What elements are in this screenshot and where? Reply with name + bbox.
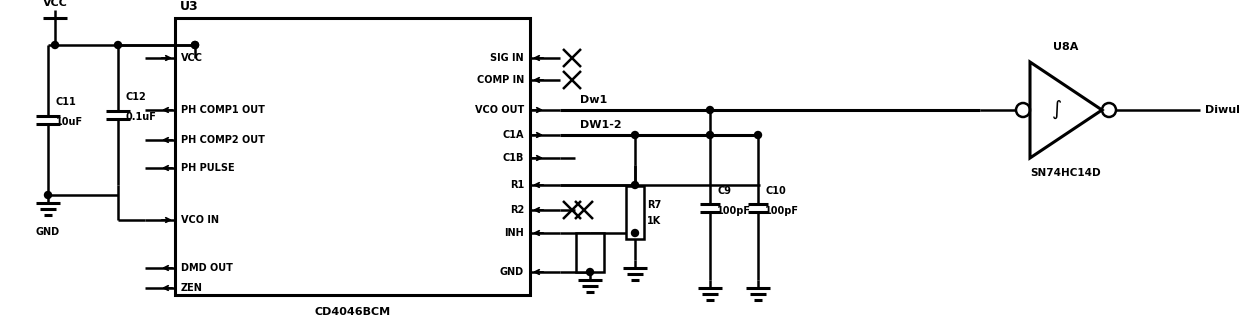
- Text: SN74HC14D: SN74HC14D: [1031, 168, 1101, 178]
- Text: VCC: VCC: [181, 53, 203, 63]
- Bar: [626, 186, 644, 239]
- Text: 100pF: 100pF: [764, 206, 799, 216]
- Text: GND: GND: [499, 267, 524, 277]
- Text: INH: INH: [504, 228, 524, 238]
- Text: $\int$: $\int$: [1051, 99, 1062, 121]
- Circle shape: [755, 132, 762, 139]
- Circle shape: [45, 191, 52, 198]
- Text: C1A: C1A: [503, 130, 524, 140]
- Text: C1B: C1B: [503, 153, 524, 163]
- Text: ZEN: ZEN: [181, 283, 203, 293]
- Circle shape: [52, 42, 58, 49]
- Text: C9: C9: [717, 186, 731, 196]
- Text: PH PULSE: PH PULSE: [181, 163, 234, 173]
- Text: DW1-2: DW1-2: [580, 120, 622, 130]
- Text: 1K: 1K: [647, 215, 662, 225]
- Text: R2: R2: [509, 205, 524, 215]
- Circle shape: [632, 132, 638, 139]
- Text: VCO OUT: VCO OUT: [475, 105, 524, 115]
- Text: C12: C12: [126, 92, 146, 102]
- Text: 100pF: 100pF: [717, 206, 751, 216]
- Text: COMP IN: COMP IN: [477, 75, 524, 85]
- Circle shape: [632, 229, 638, 236]
- Text: U8A: U8A: [1053, 42, 1079, 52]
- Text: 0.1uF: 0.1uF: [126, 112, 157, 122]
- Text: PH COMP1 OUT: PH COMP1 OUT: [181, 105, 265, 115]
- Text: Diwul: Diwul: [1206, 105, 1239, 115]
- Circle shape: [632, 181, 638, 188]
- Text: DMD OUT: DMD OUT: [181, 263, 233, 273]
- Text: VCO IN: VCO IN: [181, 215, 219, 225]
- Circle shape: [192, 42, 198, 49]
- Circle shape: [114, 42, 121, 49]
- Text: CD4046BCM: CD4046BCM: [315, 307, 390, 317]
- Text: C11: C11: [56, 97, 77, 107]
- Circle shape: [706, 107, 714, 114]
- Circle shape: [586, 268, 593, 275]
- Text: U3: U3: [180, 0, 198, 13]
- Text: 10uF: 10uF: [56, 117, 83, 127]
- Text: R7: R7: [647, 199, 662, 209]
- Bar: [175, 18, 530, 295]
- Text: C10: C10: [764, 186, 786, 196]
- Circle shape: [192, 42, 198, 49]
- Text: PH COMP2 OUT: PH COMP2 OUT: [181, 135, 265, 145]
- Bar: [576, 233, 603, 272]
- Text: VCC: VCC: [42, 0, 67, 8]
- Text: SIG IN: SIG IN: [491, 53, 524, 63]
- Circle shape: [706, 132, 714, 139]
- Text: Dw1: Dw1: [580, 95, 607, 105]
- Text: R1: R1: [509, 180, 524, 190]
- Text: GND: GND: [36, 227, 59, 237]
